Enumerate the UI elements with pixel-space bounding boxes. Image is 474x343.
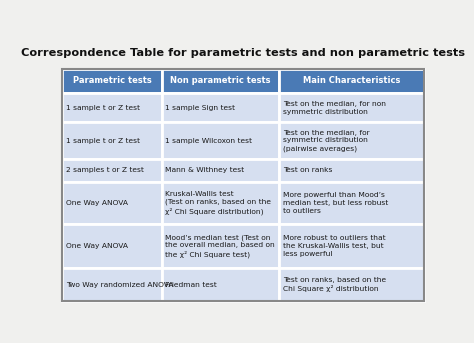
Bar xyxy=(62,69,162,93)
Text: Friedman test: Friedman test xyxy=(165,282,217,288)
Text: Kruskal-Wallis test
(Test on ranks, based on the
χ² Chi Square distribution): Kruskal-Wallis test (Test on ranks, base… xyxy=(165,191,271,215)
Bar xyxy=(62,268,162,301)
Text: 2 samples t or Z test: 2 samples t or Z test xyxy=(66,167,144,173)
Bar xyxy=(279,268,424,301)
Bar xyxy=(162,268,279,301)
Bar xyxy=(162,93,279,122)
Text: More powerful than Mood’s
median test, but less robust
to outliers: More powerful than Mood’s median test, b… xyxy=(283,192,388,213)
Bar xyxy=(279,159,424,182)
Bar xyxy=(279,93,424,122)
Bar xyxy=(162,182,279,224)
Text: Test on the median, for
symmetric distribution
(pairwise averages): Test on the median, for symmetric distri… xyxy=(283,130,369,152)
Bar xyxy=(62,182,162,224)
Bar xyxy=(162,69,279,93)
Text: Test on ranks, based on the
Chi Square χ² distribution: Test on ranks, based on the Chi Square χ… xyxy=(283,277,386,292)
Text: Main Characteristics: Main Characteristics xyxy=(303,76,400,85)
Text: 1 sample Sign test: 1 sample Sign test xyxy=(165,105,235,111)
Bar xyxy=(62,159,162,182)
Text: One Way ANOVA: One Way ANOVA xyxy=(66,243,128,249)
Text: Test on the median, for non
symmetric distribution: Test on the median, for non symmetric di… xyxy=(283,101,386,115)
Bar xyxy=(162,122,279,159)
Text: More robust to outliers that
the Kruskal-Wallis test, but
less powerful: More robust to outliers that the Kruskal… xyxy=(283,235,385,257)
Text: Correspondence Table for parametric tests and non parametric tests: Correspondence Table for parametric test… xyxy=(21,48,465,58)
Text: Mood’s median test (Test on
the overall median, based on
the χ² Chi Square test): Mood’s median test (Test on the overall … xyxy=(165,234,275,258)
Text: Two Way randomized ANOVA: Two Way randomized ANOVA xyxy=(66,282,173,288)
Bar xyxy=(62,224,162,268)
Bar xyxy=(62,69,424,301)
Text: Mann & Withney test: Mann & Withney test xyxy=(165,167,245,173)
Text: 1 sample Wilcoxon test: 1 sample Wilcoxon test xyxy=(165,138,252,144)
Text: 1 sample t or Z test: 1 sample t or Z test xyxy=(66,105,140,111)
Bar xyxy=(62,93,162,122)
Bar xyxy=(279,69,424,93)
Text: 1 sample t or Z test: 1 sample t or Z test xyxy=(66,138,140,144)
Text: Parametric tests: Parametric tests xyxy=(73,76,151,85)
Bar xyxy=(279,122,424,159)
Bar xyxy=(162,224,279,268)
Bar xyxy=(62,122,162,159)
Text: One Way ANOVA: One Way ANOVA xyxy=(66,200,128,206)
Bar xyxy=(279,224,424,268)
Bar xyxy=(279,182,424,224)
Text: Test on ranks: Test on ranks xyxy=(283,167,332,173)
Text: Non parametric tests: Non parametric tests xyxy=(170,76,271,85)
Bar xyxy=(162,159,279,182)
